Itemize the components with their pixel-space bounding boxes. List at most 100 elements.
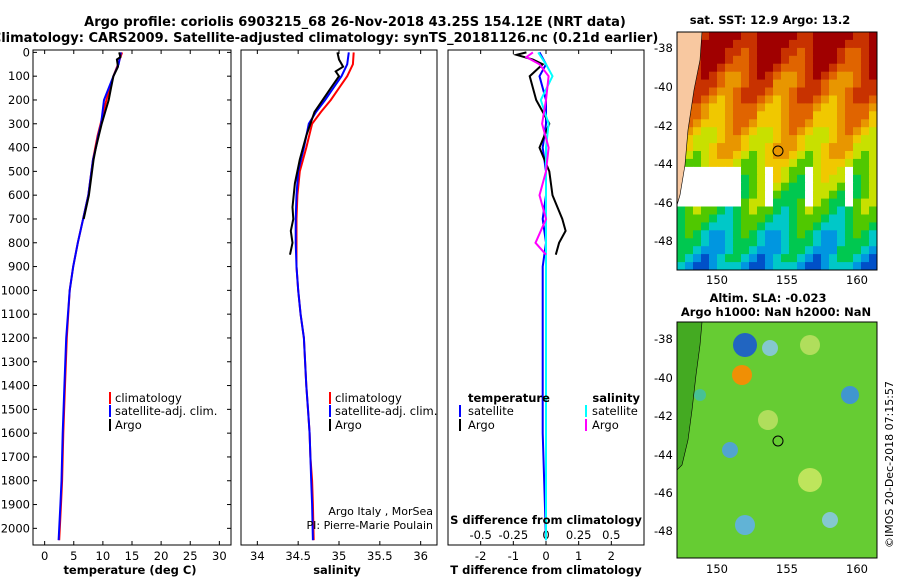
sst-cell [733, 79, 742, 88]
sst-cell [741, 254, 750, 263]
sst-cell [749, 222, 758, 231]
sst-cell [845, 174, 854, 184]
sst-cell [861, 238, 870, 247]
sst-cell [837, 95, 846, 104]
sst-cell [741, 111, 750, 120]
sst-lat-tick: -46 [654, 196, 673, 210]
sst-cell [733, 55, 742, 65]
sst-cell [845, 39, 854, 49]
sst-cell [741, 182, 750, 192]
sst-cell [749, 206, 758, 215]
sla-lon-tick: 155 [776, 562, 798, 576]
sst-cell [773, 119, 782, 128]
sst-cell [701, 262, 710, 271]
sst-cell [797, 246, 806, 255]
sst-color-grid [677, 32, 878, 271]
sst-cell [773, 166, 782, 176]
sst-cell [853, 190, 862, 200]
sst-cell [869, 198, 878, 207]
sst-cell [789, 190, 798, 200]
sst-cell [709, 71, 718, 81]
sst-cell [789, 79, 798, 88]
sst-cell [797, 47, 806, 57]
sst-cell [677, 246, 686, 255]
sst-lon-tick: 160 [846, 273, 868, 287]
sst-cell [781, 262, 790, 271]
sst-cell [829, 174, 838, 184]
sst-cell [789, 230, 798, 239]
sst-cell [797, 135, 806, 144]
sst-cell [821, 230, 830, 239]
sst-cell [853, 135, 862, 144]
sst-cell [869, 190, 878, 200]
sst-cell [869, 39, 878, 49]
sst-cell [717, 182, 726, 192]
sst-cell [717, 119, 726, 128]
sst-cell [725, 103, 734, 112]
depth-tick-label: 200 [8, 93, 30, 107]
sst-cell [805, 87, 814, 96]
depth-tick-label: 1500 [1, 402, 30, 416]
sst-cell [781, 190, 790, 200]
sst-cell [829, 182, 838, 192]
sst-cell [837, 238, 846, 247]
depth-tick-label: 0 [23, 45, 30, 59]
sst-cell [821, 63, 830, 73]
sst-cell [853, 63, 862, 73]
sst-cell [829, 214, 838, 223]
sst-cell [741, 174, 750, 184]
sst-cell [837, 103, 846, 112]
sst-cell [693, 143, 702, 152]
sst-cell [837, 111, 846, 120]
sst-cell [741, 222, 750, 231]
sst-cell [765, 39, 774, 49]
sla-lat-tick: -44 [654, 448, 673, 462]
sst-cell [757, 222, 766, 231]
sst-cell [797, 182, 806, 192]
sst-cell [861, 87, 870, 96]
sst-cell [701, 182, 710, 192]
sst-cell [717, 39, 726, 49]
sst-cell [813, 55, 822, 65]
sst-cell [813, 143, 822, 152]
sst-cell [749, 166, 758, 176]
sst-cell [869, 119, 878, 128]
sst-cell [765, 47, 774, 57]
sst-cell [869, 32, 878, 41]
sst-cell [869, 230, 878, 239]
sla-lat-tick: -40 [654, 371, 673, 385]
sst-cell [693, 103, 702, 112]
sst-cell [757, 103, 766, 112]
sst-cell [765, 166, 774, 176]
sst-cell [853, 206, 862, 215]
sst-cell [757, 214, 766, 223]
sst-cell [725, 127, 734, 136]
sst-cell [869, 246, 878, 255]
sst-cell [701, 47, 710, 57]
sst-cell [757, 198, 766, 207]
depth-tick-label: 300 [8, 117, 30, 131]
sst-cell [789, 119, 798, 128]
sst-cell [749, 151, 758, 160]
sst-cell [813, 230, 822, 239]
sst-cell [821, 182, 830, 192]
sst-cell [733, 119, 742, 128]
sst-cell [805, 222, 814, 231]
sst-cell [869, 158, 878, 168]
sst-cell [821, 32, 830, 41]
legend-label-temp-argo: Argo [468, 418, 495, 432]
sst-cell [677, 222, 686, 231]
sst-cell [853, 71, 862, 81]
sst-cell [677, 214, 686, 223]
sst-cell [821, 151, 830, 160]
sst-cell [709, 198, 718, 207]
legend-title-temperature: temperature [468, 391, 550, 405]
imos-credit: ©IMOS 20-Dec-2018 07:15:57 [883, 381, 896, 548]
sst-cell [861, 254, 870, 263]
sst-cell [765, 103, 774, 112]
depth-tick-label: 500 [8, 164, 30, 178]
sst-cell [789, 214, 798, 223]
sst-cell [837, 71, 846, 81]
depth-tick-label: 800 [8, 236, 30, 250]
sst-cell [765, 32, 774, 41]
